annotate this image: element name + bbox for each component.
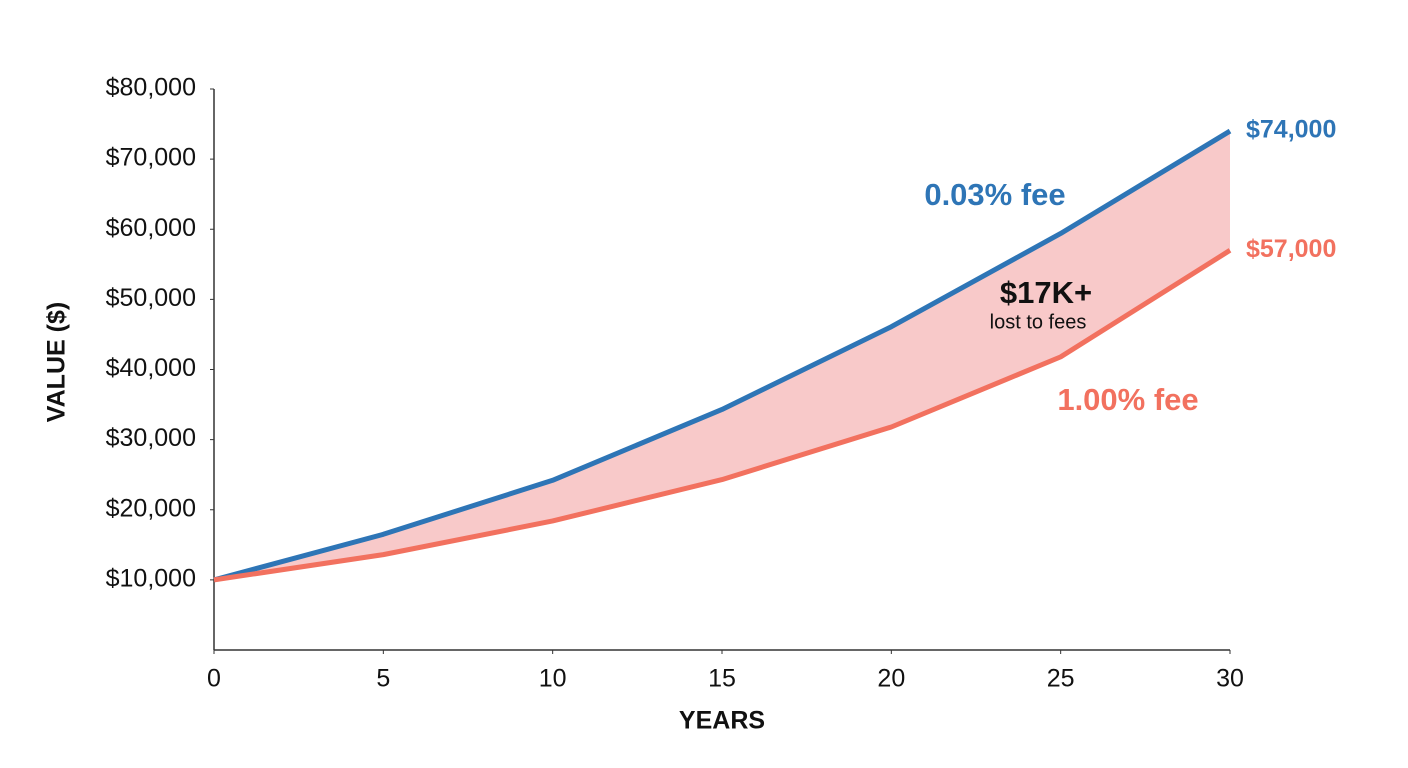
y-tick-label: $60,000 <box>106 214 196 242</box>
series-label: 1.00% fee <box>1057 382 1198 417</box>
x-tick-label: 10 <box>539 665 567 693</box>
gap-annotation: $17K+ <box>1000 275 1092 310</box>
y-tick-label: $70,000 <box>106 144 196 172</box>
fee-gap-area <box>214 131 1230 580</box>
series-line <box>213 248 1232 583</box>
y-axis-label: VALUE ($) <box>43 302 71 422</box>
x-tick-label: 15 <box>708 665 736 693</box>
x-tick-label: 30 <box>1216 665 1244 693</box>
gap-annotation-sub: lost to fees <box>990 311 1087 333</box>
y-tick-label: $80,000 <box>106 74 196 102</box>
x-tick-label: 25 <box>1047 665 1075 693</box>
y-tick-label: $40,000 <box>106 354 196 382</box>
y-tick-label: $30,000 <box>106 424 196 452</box>
end-value-label: $57,000 <box>1246 235 1336 263</box>
end-value-label: $74,000 <box>1246 116 1336 144</box>
y-tick-label: $20,000 <box>106 494 196 522</box>
series-line <box>213 128 1232 583</box>
x-axis-label: YEARS <box>679 707 765 735</box>
y-tick-label: $50,000 <box>106 284 196 312</box>
y-tick-label: $10,000 <box>106 564 196 592</box>
series-label: 0.03% fee <box>924 177 1065 212</box>
x-tick-label: 0 <box>207 665 221 693</box>
x-tick-label: 20 <box>877 665 905 693</box>
x-tick-label: 5 <box>376 665 390 693</box>
